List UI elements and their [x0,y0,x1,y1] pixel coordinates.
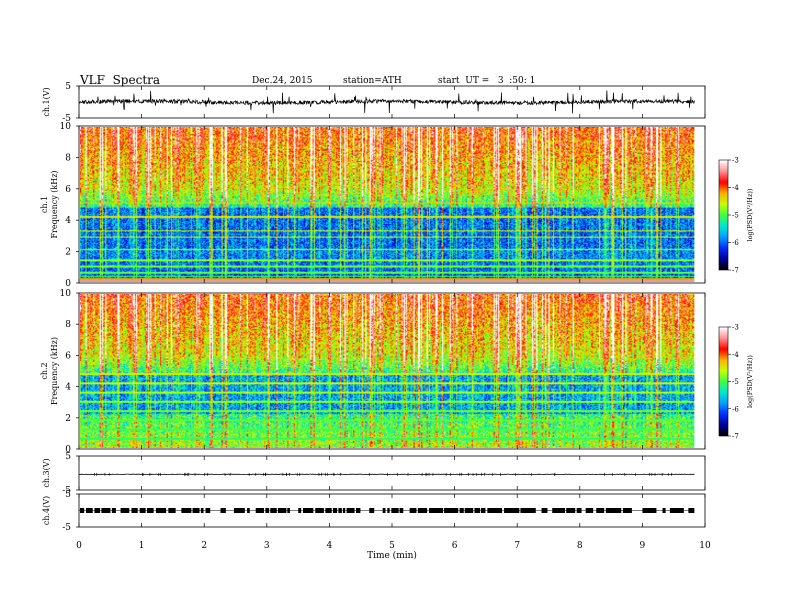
ch1-spectrogram-ylabel: Frequency (kHz) [50,170,59,238]
x-tick-label: 10 [699,541,711,551]
x-tick-label: 2 [201,541,207,551]
ch3-waveform-line [78,473,695,476]
ch1-spectrogram-colorbar-tick-label: -5 [732,212,739,220]
ch2-spectrogram-colorbar-tick-label: -5 [732,378,739,386]
ch1-spectrogram-ytick-label: 6 [65,185,71,195]
x-tick-label: 9 [640,541,646,551]
ch2-spectrogram-channel-label: ch.2 [40,362,49,379]
ch1-spectrogram-ytick-label: 8 [65,153,71,163]
ch4-waveform-ytick-label: 5 [65,490,71,500]
x-tick-label: 4 [327,541,333,551]
ch2-spectrogram-ytick-label: 0 [65,445,71,455]
ch3-waveform-frame [78,455,706,491]
ch2-spectrogram-ytick-label: 10 [60,289,72,299]
x-axis-label: Time (min) [367,550,417,561]
figure-date: Dec.24, 2015 [252,76,313,86]
ch1-spectrogram-colorbar-label: log(PSD(V²/Hz)) [746,188,754,241]
ch2-spectrogram-ylabel: Frequency (kHz) [50,337,59,405]
ch1-spectrogram-colorbar-tick-label: -6 [732,239,739,247]
ch1-spectrogram-ytick-label: 4 [65,216,71,226]
x-tick-label: 7 [514,541,520,551]
ch2-spectrogram-image [80,294,695,448]
ch2-spectrogram-ytick-label: 2 [65,414,71,424]
ch1-spectrogram-ytick-label: 2 [65,248,71,258]
x-tick-label: 3 [264,541,270,551]
ch1-spectrogram-colorbar-tick-label: -7 [732,267,739,275]
ch3-waveform-ytick-label: 5 [65,452,71,462]
ch1-waveform-ytick-label: 5 [65,82,71,92]
ch4-waveform-ytick-label: -5 [62,523,71,533]
ch1-waveform-line [78,90,695,114]
ch2-spectrogram-colorbar-tick-label: -6 [732,405,739,413]
x-tick-label: 5 [389,541,395,551]
figure-station: station=ATH [343,76,402,86]
ch2-spectrogram-colorbar-tick-label: -4 [732,351,739,359]
figure-title: VLF Spectra [80,73,161,87]
ch4-waveform-ylabel: ch.4(V) [42,496,51,525]
ch2-spectrogram-colorbar-tick-label: -3 [732,324,739,332]
ch1-waveform-ytick-label: -5 [62,114,71,124]
x-tick-label: 8 [577,541,583,551]
ch1-spectrogram-image [80,127,695,282]
ch3-waveform-ylabel: ch.3(V) [42,458,51,487]
ch1-spectrogram-ytick-label: 10 [60,122,72,132]
x-tick-label: 6 [452,541,458,551]
ch2-spectrogram-colorbar-tick-label: -7 [732,433,739,441]
ch2-spectrogram-ytick-label: 8 [65,320,71,330]
ch3-waveform-ytick-label: -5 [62,486,71,496]
ch2-spectrogram-colorbar [719,327,728,436]
ch1-spectrogram-colorbar-tick-label: -3 [732,157,739,165]
figure-start-time: start UT = 3 :50: 1 [438,76,536,86]
ch1-spectrogram-colorbar [719,160,728,270]
ch1-waveform-ylabel: ch.1(V) [42,87,51,116]
ch2-spectrogram-ytick-label: 4 [65,383,71,393]
x-tick-label: 1 [139,541,145,551]
ch2-spectrogram-ytick-label: 6 [65,351,71,361]
ch2-spectrogram-colorbar-label: log(PSD(V²/Hz)) [746,355,754,408]
ch1-spectrogram-ytick-label: 0 [65,279,71,289]
ch1-spectrogram-channel-label: ch.1 [40,196,49,213]
x-tick-label: 0 [76,541,82,551]
ch1-spectrogram-colorbar-tick-label: -4 [732,184,739,192]
